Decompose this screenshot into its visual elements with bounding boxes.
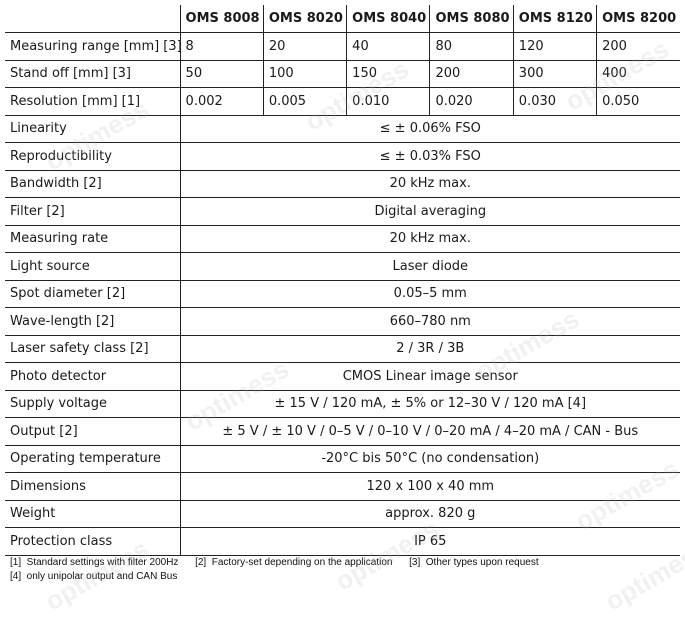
- spec-label: Measuring rate: [10, 231, 109, 247]
- spec-value: 0.020: [429, 87, 514, 115]
- spec-value: 120: [512, 32, 597, 60]
- spec-label: Stand off [mm] [3]: [10, 66, 131, 82]
- spec-value: 20 kHz max.: [179, 170, 680, 198]
- spec-row: Light source Laser diode: [5, 252, 680, 280]
- spec-label: Filter [2]: [10, 203, 65, 219]
- spec-value: 40: [346, 32, 430, 60]
- spec-value: -20°C bis 50°C (no condensation): [179, 445, 680, 473]
- spec-value: 0.05–5 mm: [179, 280, 680, 308]
- spec-row: Measuring range [mm] [3] 8 20 40 80 120 200: [5, 32, 680, 60]
- spec-row: Output [2] ± 5 V / ± 10 V / 0–5 V / 0–10 …: [5, 417, 680, 445]
- spec-value: ≤ ± 0.03% FSO: [179, 142, 680, 170]
- model-header: OMS 8120: [512, 5, 597, 33]
- spec-row: Stand off [mm] [3] 50 100 150 200 300 400: [5, 60, 680, 88]
- spec-label: Bandwidth [2]: [10, 176, 102, 192]
- spec-row: Dimensions 120 x 100 x 40 mm: [5, 472, 680, 500]
- model-header: OMS 8040: [346, 5, 430, 33]
- spec-row: Operating temperature -20°C bis 50°C (no …: [5, 445, 680, 473]
- spec-row: Wave-length [2] 660–780 nm: [5, 307, 680, 335]
- spec-label: Protection class: [10, 533, 113, 549]
- spec-label: Output [2]: [10, 423, 78, 439]
- spec-value: IP 65: [179, 527, 680, 555]
- spec-value: 120 x 100 x 40 mm: [179, 472, 680, 500]
- spec-row: Laser safety class [2] 2 / 3R / 3B: [5, 335, 680, 363]
- spec-value: 0.002: [179, 87, 264, 115]
- spec-label: Resolution [mm] [1]: [10, 93, 141, 109]
- header-blank: [5, 5, 180, 33]
- spec-label: Dimensions: [10, 478, 86, 494]
- header-row: OMS 8008 OMS 8020 OMS 8040 OMS 8080 OMS …: [5, 5, 680, 33]
- spec-label: Supply voltage: [10, 396, 108, 412]
- spec-value: 80: [429, 32, 514, 60]
- spec-label: Spot diameter [2]: [10, 286, 126, 302]
- spec-value: 400: [596, 60, 680, 88]
- footnote-line-2: [4] only unipolar output and CAN Bus: [10, 571, 178, 582]
- spec-label: Reproductibility: [10, 148, 112, 164]
- spec-value: 300: [512, 60, 597, 88]
- model-header: OMS 8008: [179, 5, 264, 33]
- spec-value: 0.030: [512, 87, 597, 115]
- spec-value: 50: [179, 60, 264, 88]
- spec-value: 0.005: [262, 87, 347, 115]
- spec-label: Wave-length [2]: [10, 313, 115, 329]
- spec-label: Operating temperature: [10, 451, 161, 467]
- spec-label: Linearity: [10, 121, 67, 137]
- spec-row: Linearity ≤ ± 0.06% FSO: [5, 115, 680, 143]
- spec-value: 8: [179, 32, 264, 60]
- spec-row: Weight approx. 820 g: [5, 500, 680, 528]
- spec-value: Digital averaging: [179, 197, 680, 225]
- spec-value: 0.010: [346, 87, 430, 115]
- spec-value: 150: [346, 60, 430, 88]
- spec-row: Filter [2] Digital averaging: [5, 197, 680, 225]
- spec-row: Photo detector CMOS Linear image sensor: [5, 362, 680, 390]
- spec-value: CMOS Linear image sensor: [179, 362, 680, 390]
- spec-value: 100: [262, 60, 347, 88]
- spec-value: 200: [429, 60, 514, 88]
- spec-row: Protection class IP 65: [5, 527, 680, 555]
- spec-value: ± 15 V / 120 mA, ± 5% or 12–30 V / 120 m…: [179, 390, 680, 418]
- spec-value: approx. 820 g: [179, 500, 680, 528]
- spec-row: Measuring rate 20 kHz max.: [5, 225, 680, 253]
- spec-value: 0.050: [596, 87, 680, 115]
- spec-value: Laser diode: [179, 252, 680, 280]
- footnote-line-1: [1] Standard settings with filter 200Hz …: [10, 557, 539, 568]
- spec-row: Spot diameter [2] 0.05–5 mm: [5, 280, 680, 308]
- model-header: OMS 8020: [262, 5, 347, 33]
- model-header: OMS 8200: [596, 5, 680, 33]
- spec-value: 20: [262, 32, 347, 60]
- spec-value: ≤ ± 0.06% FSO: [179, 115, 680, 143]
- spec-value: 20 kHz max.: [179, 225, 680, 253]
- spec-row: Bandwidth [2] 20 kHz max.: [5, 170, 680, 198]
- spec-table: OMS 8008 OMS 8020 OMS 8040 OMS 8080 OMS …: [5, 5, 680, 556]
- model-header: OMS 8080: [429, 5, 514, 33]
- spec-label: Photo detector: [10, 368, 107, 384]
- spec-label: Light source: [10, 258, 90, 274]
- spec-label: Laser safety class [2]: [10, 341, 149, 357]
- spec-row: Reproductibility ≤ ± 0.03% FSO: [5, 142, 680, 170]
- spec-row: Resolution [mm] [1] 0.002 0.005 0.010 0.020 0…: [5, 87, 680, 115]
- spec-value: 660–780 nm: [179, 307, 680, 335]
- spec-row: Supply voltage ± 15 V / 120 mA, ± 5% or 1…: [5, 390, 680, 418]
- spec-value: ± 5 V / ± 10 V / 0–5 V / 0–10 V / 0–20 m…: [179, 417, 680, 445]
- spec-value: 200: [596, 32, 680, 60]
- spec-value: 2 / 3R / 3B: [179, 335, 680, 363]
- spec-label: Measuring range [mm] [3]: [10, 38, 181, 54]
- spec-label: Weight: [10, 506, 56, 522]
